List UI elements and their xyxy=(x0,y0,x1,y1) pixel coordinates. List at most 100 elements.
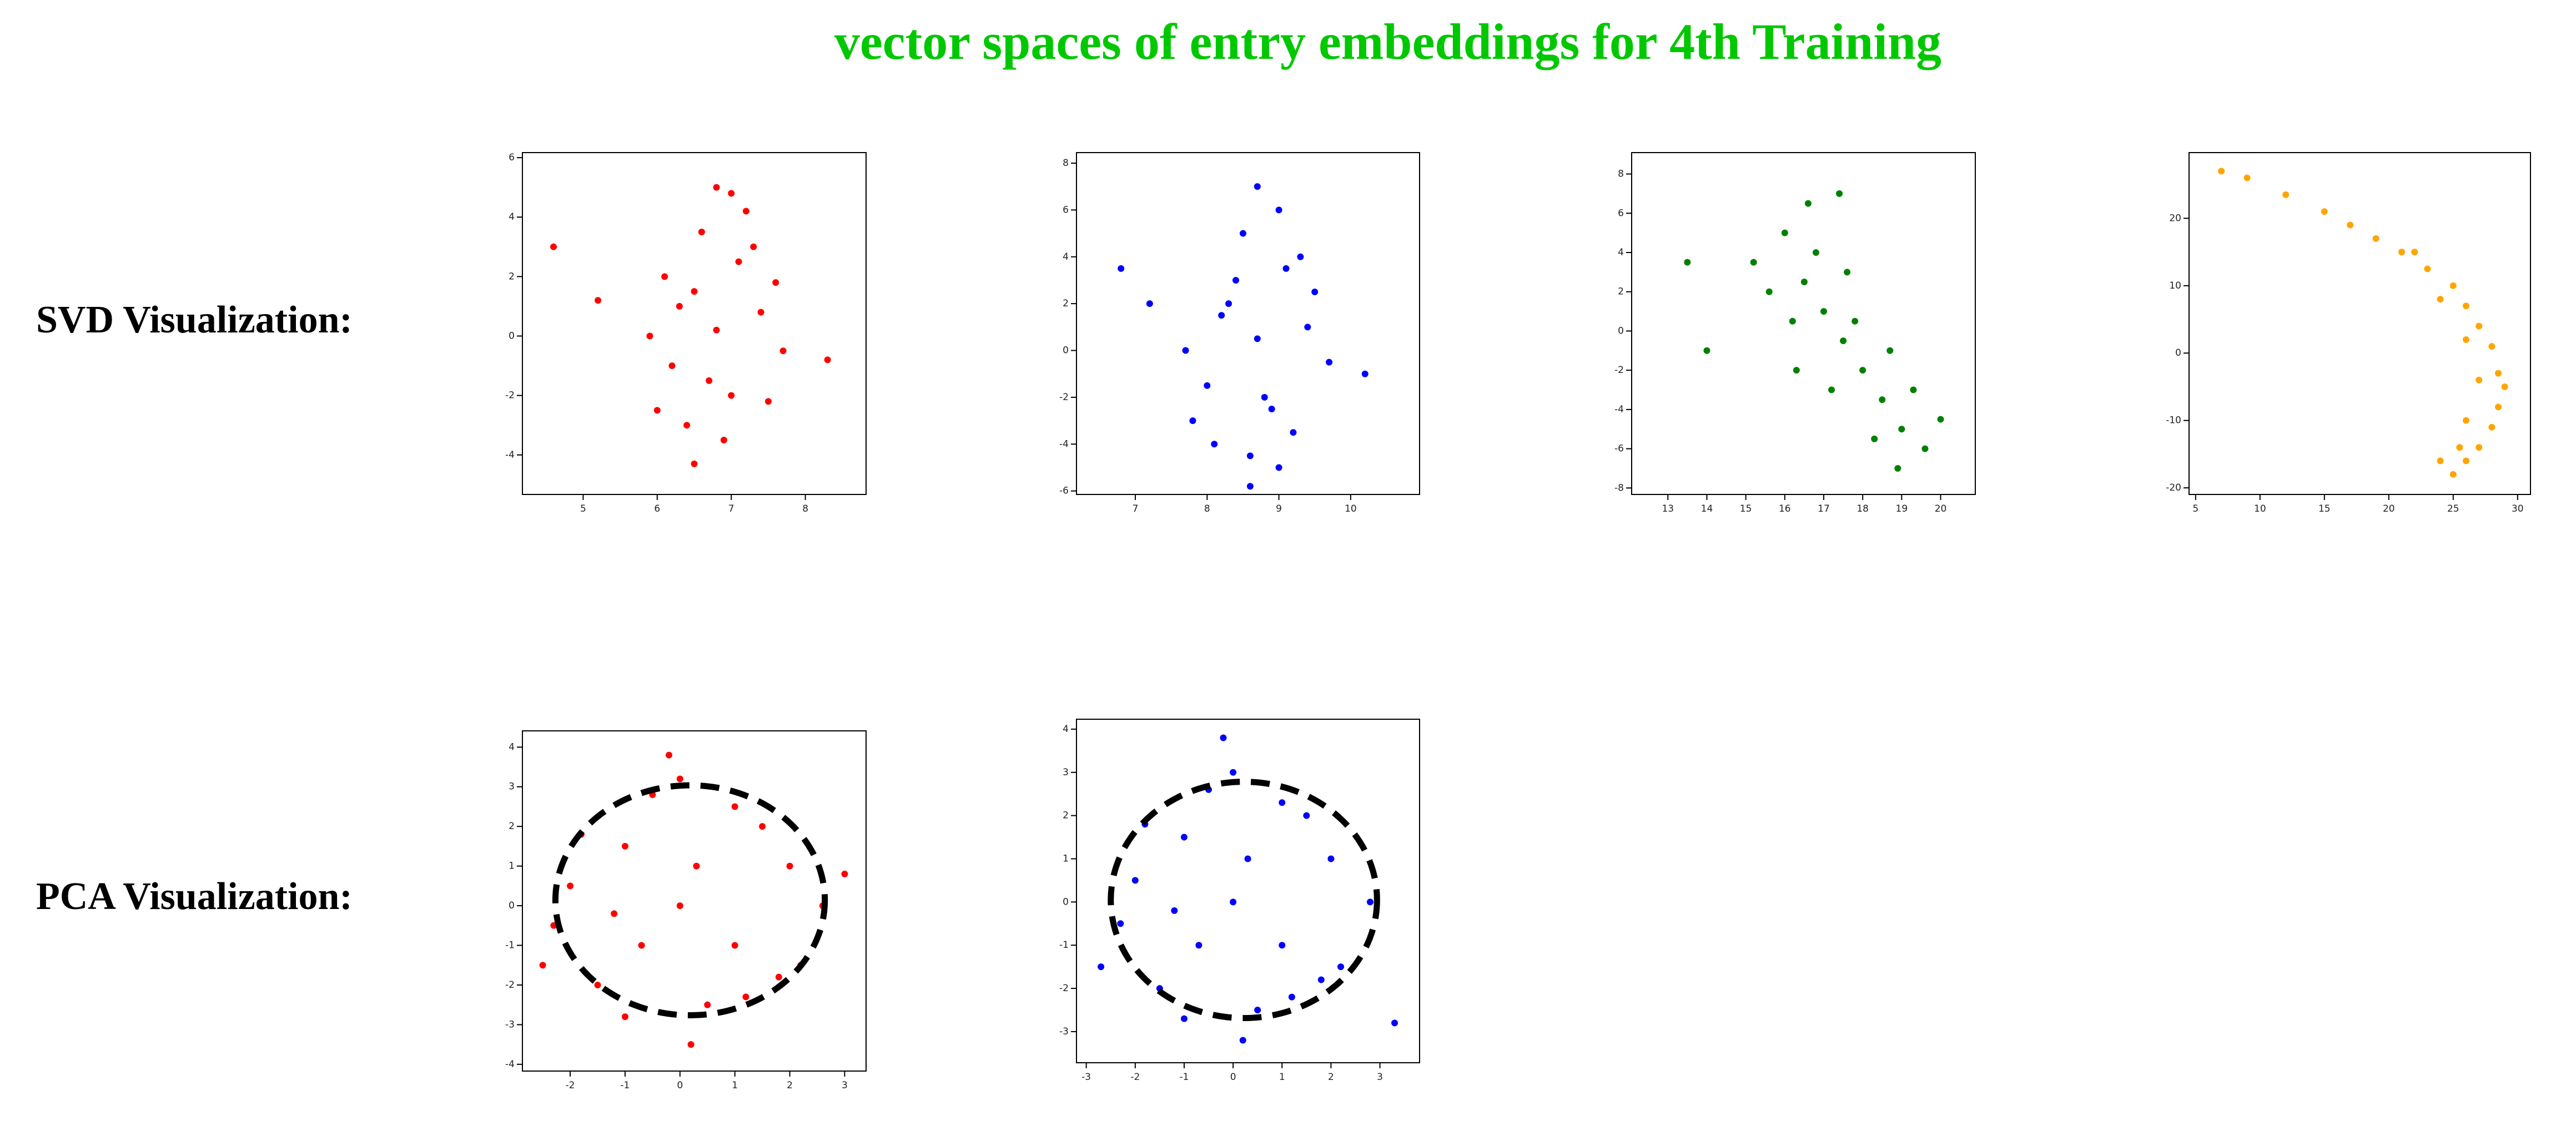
scatter-point xyxy=(2463,302,2470,310)
scatter-point xyxy=(611,910,618,917)
scatter-point xyxy=(1261,393,1268,401)
scatter-point xyxy=(2321,208,2328,215)
y-tick-label: -3 xyxy=(505,1019,515,1030)
x-tick-label: 15 xyxy=(1740,503,1752,514)
scatter-point xyxy=(731,803,738,810)
x-tick-label: 3 xyxy=(1377,1072,1383,1083)
scatter-point xyxy=(1279,942,1286,949)
x-tick-label: -3 xyxy=(1081,1072,1091,1083)
scatter-point xyxy=(2218,168,2225,175)
x-tick-label: 0 xyxy=(677,1080,683,1091)
plot: 13 14 15 16 17 18 19 20 -8 -6 -4 -2 0 2 4 6 8 xyxy=(1614,152,1976,514)
scatter-point xyxy=(676,302,683,310)
scatter-point xyxy=(742,208,749,215)
x-tick-label: 8 xyxy=(802,503,808,514)
scatter-point xyxy=(1117,920,1124,927)
scatter-point xyxy=(1225,300,1232,307)
scatter-point xyxy=(1852,317,1859,325)
scatter-point xyxy=(2372,235,2379,242)
y-tick-label: -20 xyxy=(2166,482,2181,493)
scatter-point xyxy=(1275,464,1282,471)
y-tick-label: 2 xyxy=(509,271,515,282)
x-tick-label: 2 xyxy=(787,1080,793,1091)
scatter-point xyxy=(1239,1037,1246,1044)
y-tick-label: 8 xyxy=(1618,169,1624,180)
x-tick-label: 2 xyxy=(1328,1072,1334,1083)
scatter-point xyxy=(1275,206,1282,214)
scatter-point xyxy=(1254,1007,1261,1014)
y-tick-label: 0 xyxy=(1063,896,1069,907)
y-tick-label: 2 xyxy=(1618,286,1624,297)
x-tick-label: 15 xyxy=(2318,503,2331,514)
scatter-point xyxy=(2282,191,2290,198)
scatter-point xyxy=(786,862,793,870)
scatter-point xyxy=(2476,376,2483,383)
scatter-point xyxy=(728,190,735,197)
y-tick-label: -10 xyxy=(2166,415,2181,426)
x-tick-label: 5 xyxy=(2192,503,2198,514)
x-tick-label: 10 xyxy=(2254,503,2266,514)
scatter-point xyxy=(1279,799,1286,806)
x-tick-label: -2 xyxy=(1130,1072,1140,1083)
y-tick-label: -6 xyxy=(1059,486,1069,497)
y-tick-label: 4 xyxy=(509,211,515,223)
row-label: PCA Visualization: xyxy=(36,875,353,918)
scatter-point xyxy=(2347,221,2354,229)
scatter-point xyxy=(1317,976,1325,983)
x-tick-label: 1 xyxy=(1279,1072,1285,1083)
scatter-point xyxy=(1366,898,1373,906)
scatter-point xyxy=(2449,282,2457,289)
x-tick-label: 16 xyxy=(1779,503,1791,514)
y-tick-label: 8 xyxy=(1063,158,1069,169)
scatter-point xyxy=(2398,249,2406,256)
scatter-point xyxy=(841,870,848,877)
x-tick-label: 19 xyxy=(1896,503,1908,514)
scatter-point xyxy=(595,297,602,304)
scatter-point xyxy=(1218,312,1225,319)
scatter-point xyxy=(720,436,727,443)
x-tick-label: 6 xyxy=(654,503,660,514)
scatter-point xyxy=(1684,259,1691,266)
scatter-point xyxy=(2488,343,2496,350)
scatter-point xyxy=(676,775,683,782)
scatter-point xyxy=(2437,296,2444,303)
scatter-point xyxy=(1146,300,1153,307)
scatter-point xyxy=(731,942,738,949)
y-tick-label: 6 xyxy=(509,152,515,163)
scatter-point xyxy=(1326,358,1333,366)
scatter-point xyxy=(1244,855,1251,862)
scatter-point xyxy=(1337,963,1345,971)
x-tick-label: -2 xyxy=(566,1080,575,1091)
scatter-point xyxy=(1765,288,1773,295)
scatter-point xyxy=(693,862,700,870)
y-tick-label: 3 xyxy=(509,781,515,792)
x-tick-label: 7 xyxy=(1133,503,1139,514)
scatter-point xyxy=(1254,335,1261,342)
plot: 7 8 9 10 -6 -4 -2 0 2 4 6 8 xyxy=(1059,152,1420,514)
scatter-point xyxy=(691,288,698,295)
scatter-point xyxy=(750,243,757,250)
y-tick-label: 0 xyxy=(2175,347,2181,358)
scatter-point xyxy=(1254,183,1261,190)
scatter-point xyxy=(757,309,764,316)
x-tick-label: -1 xyxy=(1179,1072,1189,1083)
scatter-point xyxy=(1910,386,1917,393)
y-tick-label: 2 xyxy=(509,821,515,832)
x-tick-label: 14 xyxy=(1701,503,1713,514)
x-tick-label: 5 xyxy=(580,503,586,514)
x-tick-label: 3 xyxy=(842,1080,848,1091)
scatter-point xyxy=(1204,382,1211,389)
scatter-point xyxy=(1894,464,1901,472)
scatter-point xyxy=(1820,308,1827,315)
scatter-point xyxy=(2476,444,2483,451)
scatter-point xyxy=(638,942,645,949)
scatter-point xyxy=(1921,445,1929,452)
scatter-point xyxy=(550,243,557,250)
scatter-point xyxy=(1879,396,1886,403)
y-tick-label: -2 xyxy=(1614,365,1624,376)
scatter-point xyxy=(1327,855,1335,862)
y-tick-label: 3 xyxy=(1063,767,1069,778)
axes-frame xyxy=(522,152,867,495)
y-tick-label: -2 xyxy=(1059,983,1069,994)
